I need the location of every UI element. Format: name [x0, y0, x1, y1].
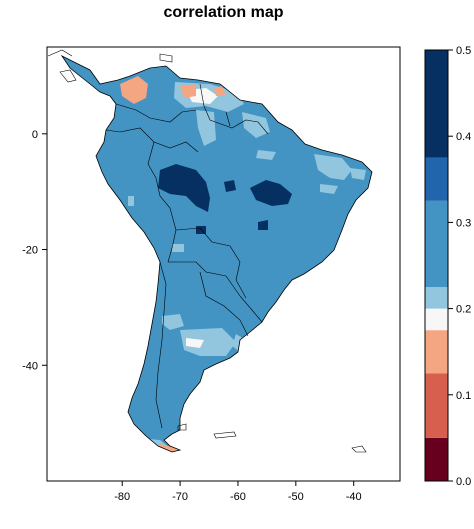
x-tick-label: -80	[114, 491, 130, 503]
x-axis: -80 -70 -60 -50 -40	[114, 481, 362, 503]
colorbar-tick-label: 0.2	[456, 304, 471, 316]
contour-darkblue-small1	[224, 180, 236, 192]
contour-darkblue-west	[158, 164, 210, 212]
contour-salmon-tierra	[160, 444, 184, 452]
colorbar-segment	[425, 437, 448, 481]
chart-title: correlation map	[163, 4, 284, 21]
colorbar-segment	[425, 157, 448, 201]
x-tick-label: -60	[230, 491, 246, 503]
colorbar-tick-label: 0.0	[456, 476, 471, 488]
colorbar-segment	[425, 330, 448, 374]
contour-lightblue-peru	[128, 196, 134, 206]
field-base	[62, 56, 372, 452]
y-tick-label: -20	[22, 245, 38, 257]
contour-salmon-colombia	[120, 76, 148, 104]
islands	[47, 49, 367, 453]
contour-darkblue-central	[250, 180, 292, 206]
colorbar-segment	[425, 287, 448, 309]
contour-darkblue-small2	[258, 220, 268, 230]
country-borders	[105, 83, 269, 429]
contour-lightblue-pampas	[180, 328, 236, 356]
contour-white-pampas	[186, 338, 204, 348]
contour-lightblue-piaui	[320, 184, 338, 194]
coastline	[60, 54, 373, 453]
colorbar	[424, 49, 449, 482]
contour-salmon-lakes	[180, 84, 196, 98]
colorbar-segment	[425, 373, 448, 438]
colorbar-axis: 0.0 0.1 0.2 0.3 0.4 0.5	[448, 45, 471, 488]
contour-lightblue-bolivia	[172, 244, 184, 252]
colorbar-tick-label: 0.4	[456, 131, 471, 143]
colorbar-tick-label: 0.1	[456, 390, 471, 402]
x-tick-label: -40	[346, 491, 362, 503]
contour-lightblue-guiana	[242, 112, 270, 138]
y-tick-label: 0	[32, 129, 38, 141]
contour-salmon-east	[214, 86, 226, 96]
correlation-field	[47, 49, 373, 453]
colorbar-segment	[425, 308, 448, 331]
contour-lightblue-amazon	[256, 150, 276, 160]
contour-lightblue-ne-coast	[350, 168, 366, 180]
colorbar-segment	[425, 50, 448, 158]
contour-lightblue-northeast	[314, 154, 352, 180]
colorbar-segment	[425, 200, 448, 288]
plot-frame	[46, 46, 401, 482]
y-axis: 0 -20 -40	[22, 129, 47, 372]
contour-lightblue-chile	[162, 314, 184, 330]
x-tick-label: -70	[172, 491, 188, 503]
colorbar-tick-label: 0.3	[456, 217, 471, 229]
colorbar-tick-label: 0.5	[456, 45, 471, 57]
colorbar-frame	[424, 49, 449, 482]
contour-lightblue-venezuela	[196, 110, 216, 146]
x-tick-label: -50	[288, 491, 304, 503]
y-tick-label: -40	[22, 360, 38, 372]
